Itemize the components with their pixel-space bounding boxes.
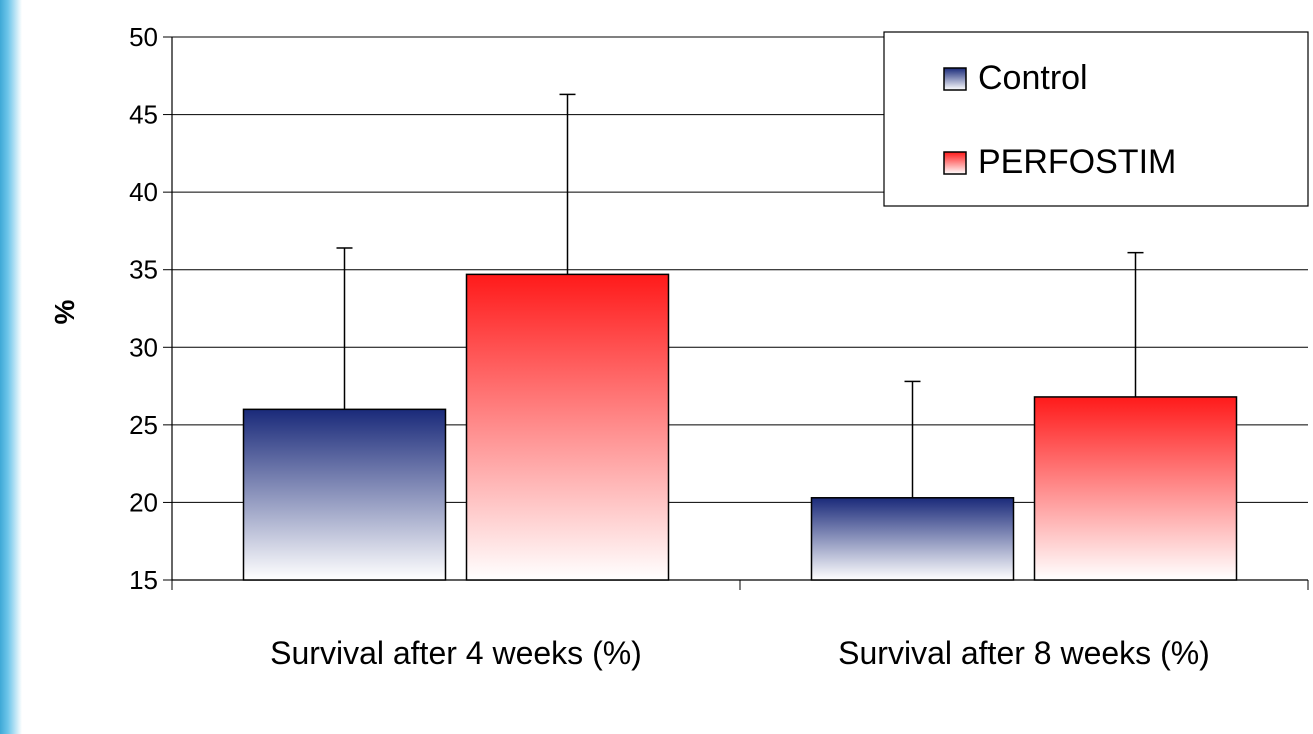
error-bars: [336, 93, 1144, 498]
labels: 15 20 25 30 35 40 45 50 Survival after 4 weeks (…: [129, 22, 1210, 671]
legend-swatch-control: [943, 67, 967, 91]
y-tick-label: 25: [129, 410, 158, 440]
y-tick-label: 45: [129, 100, 158, 130]
bar-perfostim: [465, 273, 670, 581]
y-tick-label: 35: [129, 255, 158, 285]
legend-label-perfostim: PERFOSTIM: [978, 143, 1176, 181]
bar-control: [810, 497, 1015, 581]
y-tick-label: 40: [129, 177, 158, 207]
legend-box: [883, 31, 1309, 207]
legend: Control PERFOSTIM: [883, 31, 1309, 207]
bar-control: [242, 408, 447, 581]
category-label: Survival after 4 weeks (%): [270, 635, 642, 671]
category-label: Survival after 8 weeks (%): [838, 635, 1210, 671]
bar-perfostim: [1033, 396, 1238, 581]
y-tick-label: 20: [129, 487, 158, 517]
legend-label-control: Control: [978, 59, 1088, 97]
y-tick-label: 30: [129, 332, 158, 362]
y-tick-label: 50: [129, 22, 158, 52]
y-tick-label: 15: [129, 565, 158, 595]
bars: [242, 273, 1238, 581]
legend-swatch-perfostim: [943, 151, 967, 175]
y-axis-label: %: [49, 299, 80, 324]
